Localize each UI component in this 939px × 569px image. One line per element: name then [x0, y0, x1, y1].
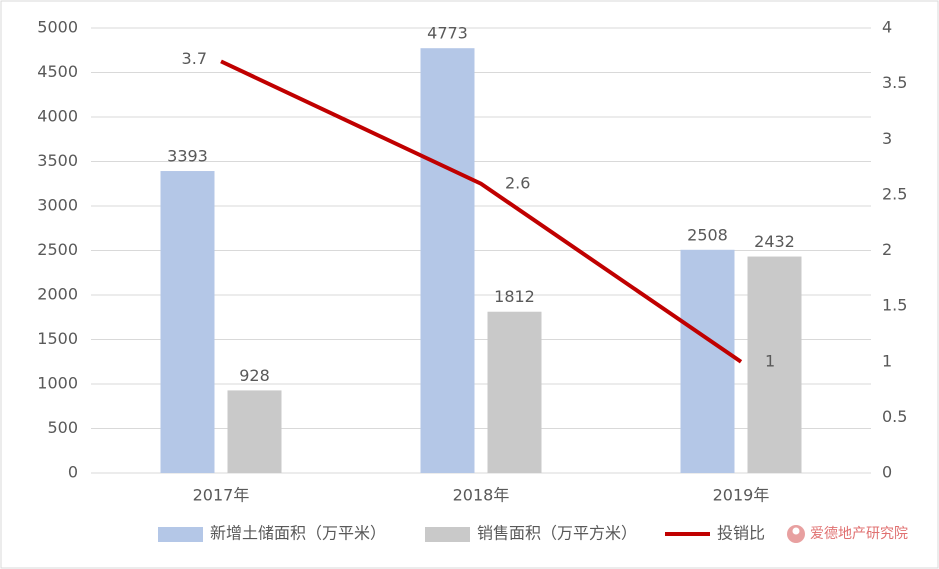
y-tick-label: 1000 — [37, 374, 78, 393]
bar — [227, 390, 282, 473]
y-tick-label: 2000 — [37, 285, 78, 304]
legend-label: 销售面积（万平方米） — [477, 524, 637, 543]
y-tick-label: 500 — [47, 418, 78, 437]
bar-label: 2508 — [687, 225, 728, 244]
y-tick-label: 1500 — [37, 329, 78, 348]
y2-tick-label: 4 — [882, 18, 892, 37]
y2-tick-label: 2 — [882, 240, 892, 259]
watermark: 爱德地产研究院 — [810, 526, 908, 542]
bar — [487, 311, 542, 473]
bar-label: 928 — [239, 366, 270, 385]
x-tick-label: 2018年 — [453, 486, 510, 505]
y-tick-label: 3000 — [37, 196, 78, 215]
y-tick-label: 4500 — [37, 62, 78, 81]
line — [220, 59, 743, 364]
y-tick-label: 0 — [68, 463, 78, 482]
line-label: 2.6 — [505, 173, 530, 192]
bar — [420, 48, 475, 473]
bar-label: 3393 — [167, 147, 208, 166]
y2-tick-label: 0 — [882, 463, 892, 482]
x-tick-label: 2019年 — [713, 486, 770, 505]
line-label: 3.7 — [182, 49, 207, 68]
line-label: 1 — [765, 351, 775, 370]
y2-tick-label: 3 — [882, 129, 892, 148]
legend-label: 新增土储面积（万平米） — [210, 524, 386, 543]
y2-tick-label: 1.5 — [882, 296, 907, 315]
legend-swatch — [158, 527, 203, 542]
y2-tick-label: 3.5 — [882, 73, 907, 92]
legend-label: 投销比 — [717, 524, 765, 543]
bar-label: 1812 — [494, 287, 535, 306]
y-tick-label: 2500 — [37, 240, 78, 259]
bar — [747, 256, 802, 473]
x-tick-label: 2017年 — [193, 486, 250, 505]
bar — [680, 249, 735, 473]
bar-label: 2432 — [754, 232, 795, 251]
bar-label: 4773 — [427, 24, 468, 43]
watermark-icon-dot — [792, 527, 800, 535]
y2-tick-label: 2.5 — [882, 184, 907, 203]
y-tick-label: 5000 — [37, 18, 78, 37]
y-tick-label: 3500 — [37, 151, 78, 170]
bar — [160, 171, 215, 473]
y2-tick-label: 0.5 — [882, 407, 907, 426]
y2-tick-label: 1 — [882, 351, 892, 370]
legend-swatch — [425, 527, 470, 542]
y-tick-label: 4000 — [37, 107, 78, 126]
